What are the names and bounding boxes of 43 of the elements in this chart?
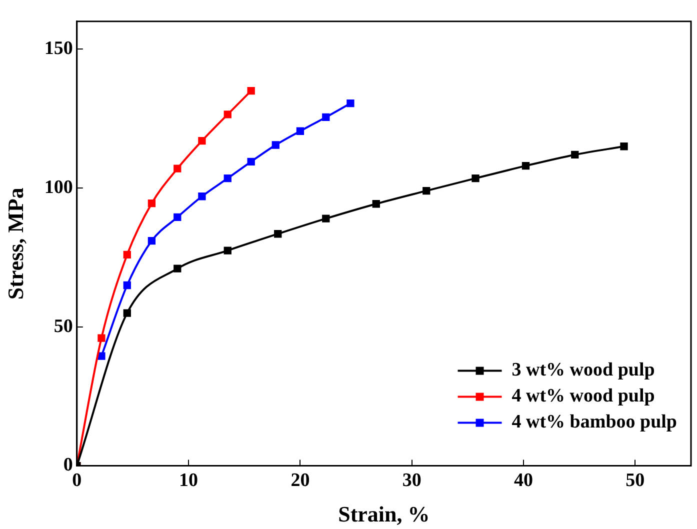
point (224, 110, 232, 118)
point (422, 187, 430, 195)
point (322, 214, 330, 222)
point (198, 137, 206, 145)
point (322, 113, 330, 122)
point (247, 87, 255, 95)
point (272, 141, 280, 149)
y-axis-title: Stress, MPa (2, 188, 28, 300)
point (174, 164, 182, 172)
point (148, 236, 156, 245)
y-tick-label: 0 (63, 454, 73, 476)
point (98, 334, 106, 342)
point (571, 150, 579, 159)
x-axis-title: Strain, % (338, 501, 430, 526)
x-tick-label: 10 (179, 470, 198, 492)
point (620, 142, 628, 150)
point (123, 281, 131, 290)
point (224, 246, 232, 254)
y-tick-label: 100 (44, 176, 73, 198)
point (98, 352, 106, 360)
y-tick-label: 150 (44, 38, 73, 60)
legend-label: 3 wt% wood pulp (512, 360, 655, 381)
point (174, 213, 182, 222)
x-tick-label: 30 (402, 470, 422, 492)
point (472, 174, 480, 182)
point (522, 162, 530, 170)
point (123, 250, 131, 259)
point (198, 192, 206, 200)
point (174, 264, 182, 272)
legend-label: 4 wt% bamboo pulp (512, 412, 678, 433)
point (296, 127, 304, 135)
x-tick-label: 50 (626, 470, 645, 492)
point (123, 309, 131, 317)
point (247, 158, 255, 166)
y-tick-label: 50 (54, 316, 73, 337)
point (372, 200, 380, 208)
point (224, 174, 232, 182)
x-tick-label: 40 (514, 470, 534, 492)
point (148, 200, 156, 208)
x-tick-label: 20 (290, 470, 310, 492)
point (346, 100, 354, 108)
legend-label: 4 wt% wood pulp (512, 386, 655, 407)
point (274, 230, 282, 238)
